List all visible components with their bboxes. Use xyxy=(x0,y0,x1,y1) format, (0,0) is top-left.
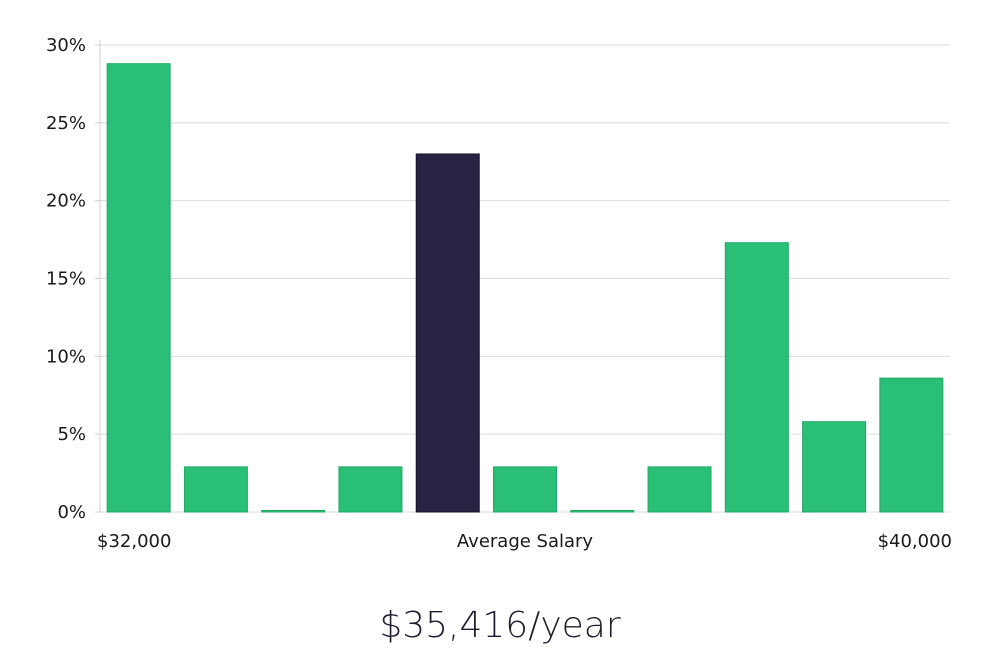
x-min-label: $32,000 xyxy=(97,531,171,552)
bar xyxy=(802,421,867,513)
y-tick-label: 5% xyxy=(57,424,86,445)
x-max-label: $40,000 xyxy=(878,531,952,552)
bar xyxy=(183,466,248,513)
y-axis-ticks: 0% 5% 10% 15% 20% 25% 30% xyxy=(46,35,100,523)
bar xyxy=(570,509,635,513)
bar xyxy=(879,377,944,513)
bar xyxy=(106,63,171,513)
gridlines xyxy=(100,44,950,513)
bars xyxy=(106,63,944,513)
y-tick-label: 0% xyxy=(57,502,86,523)
bar xyxy=(647,466,712,513)
y-tick-label: 25% xyxy=(46,113,86,134)
average-salary-value: $35,416/year xyxy=(379,605,621,646)
salary-distribution-chart: 0% 5% 10% 15% 20% 25% 30% $32,000 Average Sala… xyxy=(46,35,952,552)
bar xyxy=(261,509,326,513)
y-tick-label: 10% xyxy=(46,346,86,367)
bar xyxy=(724,242,789,513)
y-tick-label: 15% xyxy=(46,269,86,290)
bar xyxy=(338,466,403,513)
bar xyxy=(493,466,557,513)
y-tick-label: 20% xyxy=(46,191,86,212)
y-tick-label: 30% xyxy=(46,35,86,56)
x-axis-label: Average Salary xyxy=(457,531,594,552)
bar-highlighted xyxy=(415,153,480,513)
